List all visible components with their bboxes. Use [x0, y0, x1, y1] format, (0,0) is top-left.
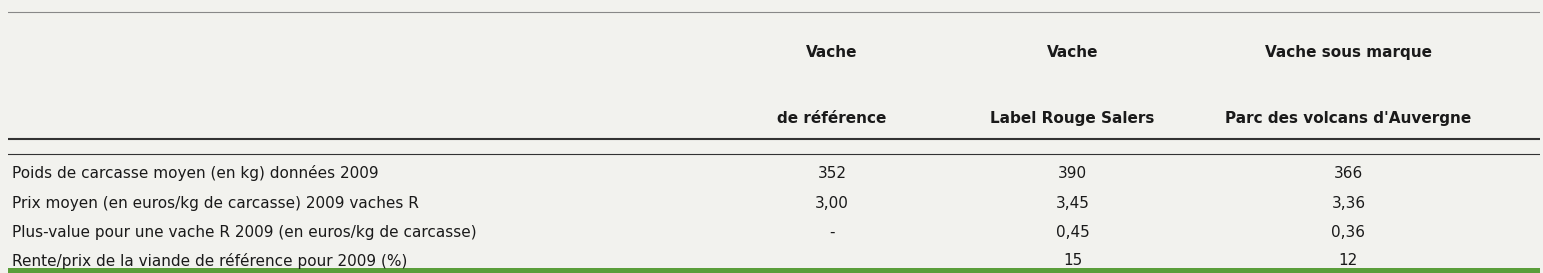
Text: 3,00: 3,00 [815, 196, 849, 211]
Text: 12: 12 [1339, 254, 1358, 268]
Text: 15: 15 [1063, 254, 1082, 268]
Text: de référence: de référence [778, 111, 887, 126]
Bar [8, 268, 1540, 273]
Text: Plus-value pour une vache R 2009 (en euros/kg de carcasse): Plus-value pour une vache R 2009 (en eur… [12, 225, 477, 240]
Text: -: - [829, 225, 835, 240]
Text: Vache: Vache [807, 45, 858, 60]
Text: 390: 390 [1058, 166, 1088, 181]
Text: Parc des volcans d'Auvergne: Parc des volcans d'Auvergne [1225, 111, 1472, 126]
Text: Poids de carcasse moyen (en kg) données 2009: Poids de carcasse moyen (en kg) données … [12, 165, 380, 181]
Text: 3,36: 3,36 [1332, 196, 1366, 211]
Text: Rente/prix de la viande de référence pour 2009 (%): Rente/prix de la viande de référence pou… [12, 253, 407, 269]
Text: Vache sous marque: Vache sous marque [1265, 45, 1432, 60]
Text: 3,45: 3,45 [1055, 196, 1089, 211]
Text: Prix moyen (en euros/kg de carcasse) 2009 vaches R: Prix moyen (en euros/kg de carcasse) 200… [12, 196, 420, 211]
Text: 352: 352 [818, 166, 847, 181]
Text: 0,45: 0,45 [1055, 225, 1089, 240]
Text: 0,36: 0,36 [1332, 225, 1366, 240]
Text: Vache: Vache [1046, 45, 1099, 60]
Text: 366: 366 [1333, 166, 1362, 181]
Text: Label Rouge Salers: Label Rouge Salers [991, 111, 1154, 126]
